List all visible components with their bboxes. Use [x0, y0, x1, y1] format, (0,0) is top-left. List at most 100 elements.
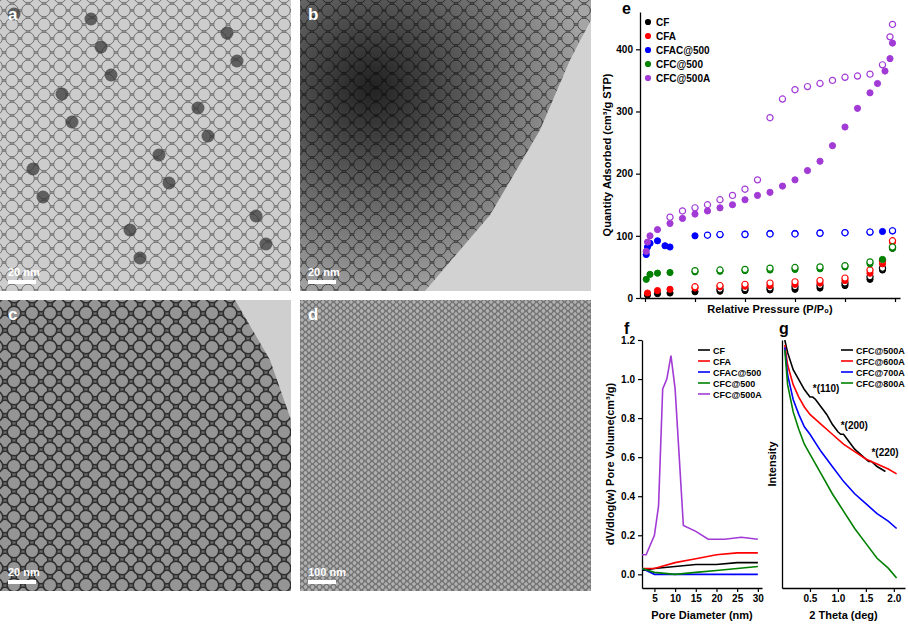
adsorption-point [854, 105, 860, 111]
tick-label: 0.8 [621, 413, 635, 424]
dark-particle [231, 55, 244, 68]
panel-label: e [622, 0, 631, 17]
tick-label: 0.5 [804, 593, 818, 604]
desorption-point [817, 278, 823, 284]
x-tick [745, 298, 746, 302]
panel-label: f [624, 320, 630, 337]
desorption-point [842, 275, 848, 281]
desorption-point [867, 259, 873, 265]
desorption-point [767, 280, 773, 286]
adsorption-point [779, 183, 785, 189]
x-tick [795, 298, 796, 302]
adsorption-point [654, 287, 660, 293]
adsorption-point [804, 167, 810, 173]
desorption-point [767, 115, 773, 121]
adsorption-point [817, 230, 823, 236]
y-tick: 0 [627, 293, 640, 304]
micrograph: a20 nm [0, 0, 291, 291]
tick-mark [758, 588, 759, 592]
desorption-point [889, 228, 895, 234]
tick-mark [638, 496, 642, 497]
tick-label: 200 [616, 168, 633, 179]
image [0, 300, 291, 591]
adsorption-point [692, 211, 698, 217]
desorption-point [817, 264, 823, 270]
legend: CFC@500ACFC@600ACFC@700ACFC@800A [841, 346, 905, 389]
x-tick: 15 [691, 588, 703, 604]
desorption-point [867, 267, 873, 273]
micrograph: d100 nm [300, 300, 591, 591]
desorption-point [742, 266, 748, 272]
adsorption-point [704, 208, 710, 214]
adsorption-point [717, 231, 723, 237]
tick-mark [895, 298, 896, 302]
legend-label: CFC@500A [656, 73, 710, 84]
series-line [642, 553, 758, 569]
tick-mark [894, 588, 895, 592]
legend-line [841, 360, 853, 362]
legend-line [698, 349, 710, 351]
tick-mark [838, 588, 839, 592]
x-tick [645, 298, 646, 302]
tick-mark [636, 111, 640, 112]
adsorption-point [647, 233, 653, 239]
x-tick: 1.0 [831, 588, 845, 604]
legend-label: CFC@500A [856, 346, 905, 356]
adsorption-point [667, 286, 673, 292]
y-tick: 200 [616, 168, 640, 179]
x-axis: 0.51.01.52.0 [783, 588, 906, 604]
scale-bar [308, 580, 336, 584]
desorption-point [742, 186, 748, 192]
tick-label: 0.2 [621, 530, 635, 541]
adsorption-point [647, 271, 653, 277]
legend-label: CFAC@500 [656, 45, 710, 56]
y-tick: 0.6 [621, 452, 642, 463]
dark-particle [124, 224, 137, 237]
scale-bar-label: 20 nm [308, 266, 340, 278]
scale-bar [8, 580, 36, 584]
axis-line [640, 13, 641, 299]
image [300, 0, 591, 291]
y-axis-title: Quantity Adsorbed (cm³/g STP) [601, 73, 613, 236]
tick-mark [638, 457, 642, 458]
tick-label: 100 [616, 231, 633, 242]
tick-mark [745, 298, 746, 302]
tick-mark [696, 588, 697, 592]
adsorption-point [654, 227, 660, 233]
dark-particle [221, 27, 234, 40]
desorption-point [717, 197, 723, 203]
desorption-point [842, 230, 848, 236]
series-line [642, 567, 758, 575]
adsorption-point [679, 215, 685, 221]
dark-particle [260, 238, 273, 251]
dark-particle [134, 252, 147, 265]
tick-label: 20 [711, 593, 723, 604]
tick-mark [810, 588, 811, 592]
tick-label: 400 [616, 44, 633, 55]
legend-marker [645, 75, 651, 81]
x-axis-title: Relative Pressure (P/P₀) [707, 303, 833, 315]
desorption-point [767, 231, 773, 237]
tick-label: 1.0 [831, 593, 845, 604]
x-axis: 51015202530 [643, 588, 765, 604]
dark-particle [153, 149, 166, 162]
tick-label: 0.0 [621, 569, 635, 580]
y-tick: 0.2 [621, 530, 642, 541]
tick-label: 5 [652, 593, 658, 604]
figure: a20 nmb20 nmc20 nmd100 nm0100200300400Re… [0, 0, 908, 626]
tick-label: 10 [670, 593, 682, 604]
x-tick: 5 [652, 588, 658, 604]
adsorption-point [742, 231, 748, 237]
adsorption-point [817, 158, 823, 164]
x-tick: 30 [753, 588, 765, 604]
desorption-point [889, 244, 895, 250]
legend-line [698, 360, 710, 362]
scale-bar-label: 20 nm [8, 566, 40, 578]
plot-area [643, 21, 895, 298]
desorption-point [717, 231, 723, 237]
tick-mark [866, 588, 867, 592]
x-tick [845, 298, 846, 302]
tick-label: 1.0 [621, 374, 635, 385]
legend-line [698, 371, 710, 373]
y-tick: 100 [616, 231, 640, 242]
